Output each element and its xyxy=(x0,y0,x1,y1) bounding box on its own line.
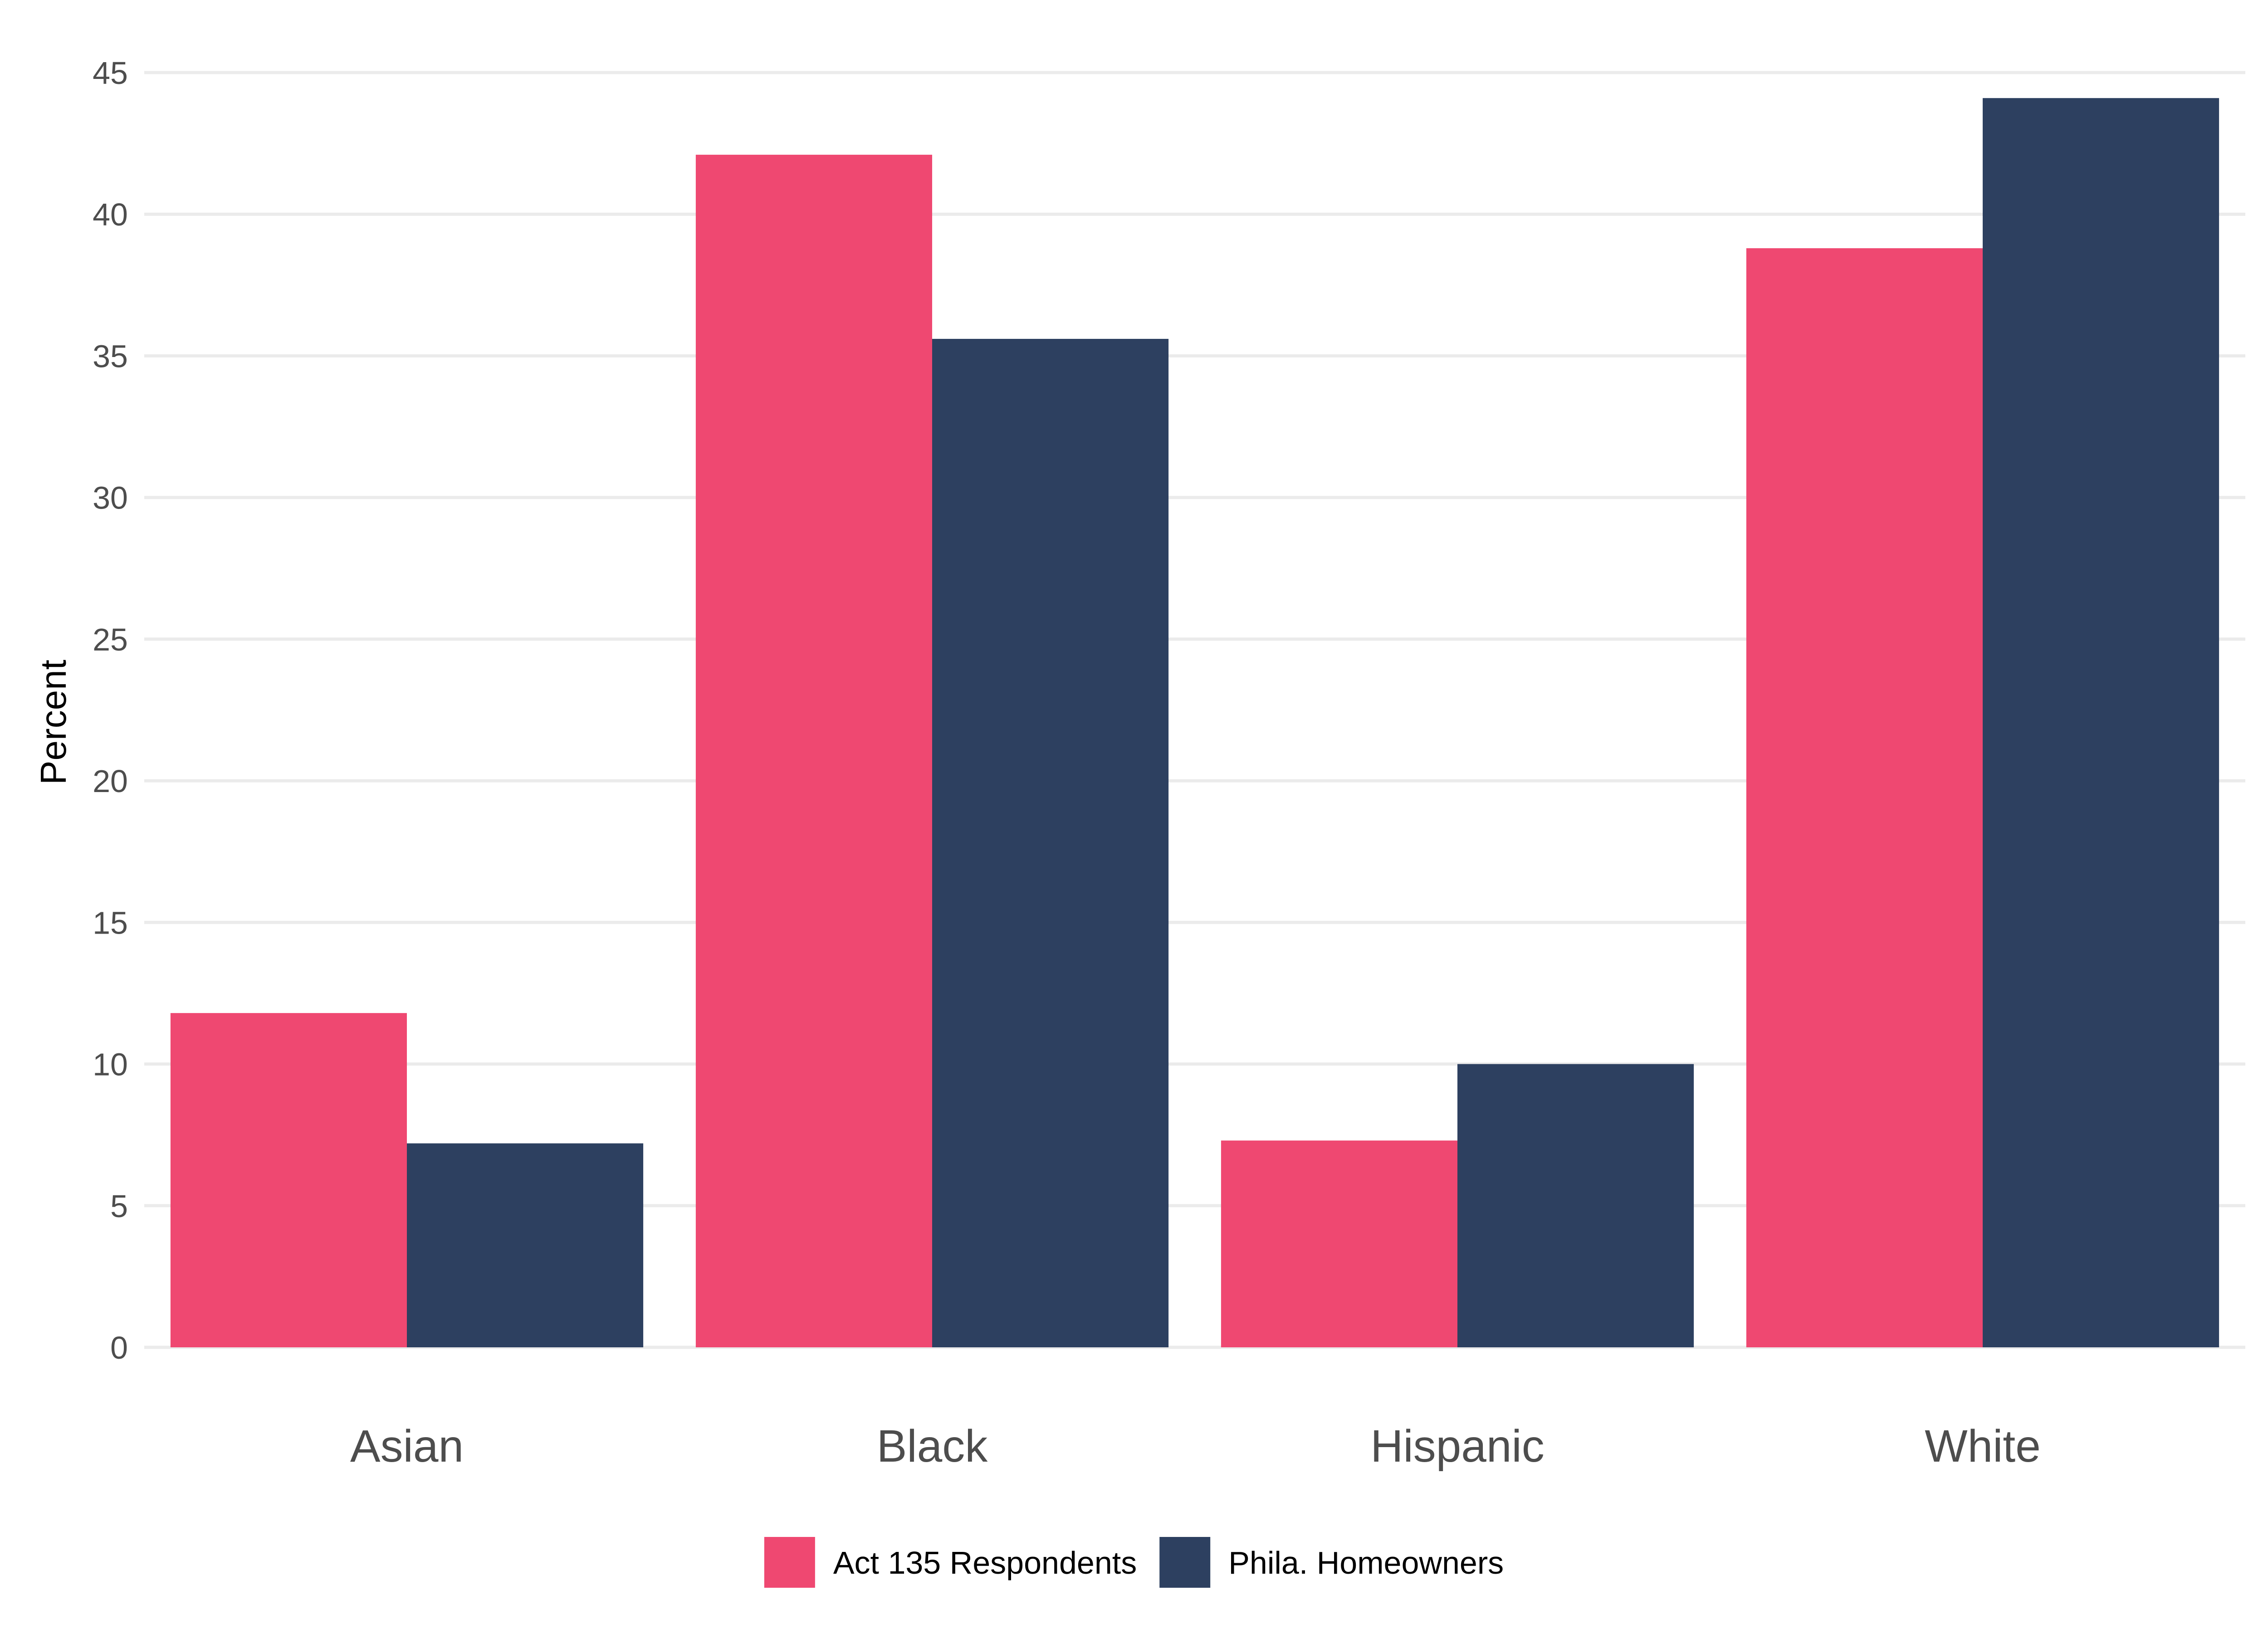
x-axis-ticks: Asian Black Hispanic White xyxy=(350,1421,2041,1472)
y-tick-label-20: 20 xyxy=(93,763,128,799)
bar-black-series-2 xyxy=(932,338,1169,1347)
x-tick-label-white: White xyxy=(1925,1421,2041,1472)
bars xyxy=(170,98,2219,1348)
y-tick-label-25: 25 xyxy=(93,622,128,657)
x-tick-label-black: Black xyxy=(877,1421,988,1472)
legend-label-series-2: Phila. Homeowners xyxy=(1228,1545,1504,1580)
y-tick-label-35: 35 xyxy=(93,338,128,374)
legend-label-series-1: Act 135 Respondents xyxy=(833,1545,1137,1580)
y-tick-label-10: 10 xyxy=(93,1047,128,1082)
bar-black-series-1 xyxy=(695,155,932,1348)
legend: Act 135 Respondents Phila. Homeowners xyxy=(764,1537,1504,1588)
y-tick-label-30: 30 xyxy=(93,480,128,516)
legend-key-series-1 xyxy=(764,1537,815,1588)
bar-white-series-2 xyxy=(1983,98,2219,1348)
y-tick-label-0: 0 xyxy=(110,1330,128,1365)
bar-hispanic-series-1 xyxy=(1221,1140,1457,1347)
bar-asian-series-2 xyxy=(407,1143,644,1347)
bar-hispanic-series-2 xyxy=(1457,1064,1694,1347)
x-tick-label-asian: Asian xyxy=(350,1421,464,1472)
y-tick-label-15: 15 xyxy=(93,905,128,940)
bar-white-series-1 xyxy=(1746,248,1983,1348)
y-tick-label-40: 40 xyxy=(93,197,128,232)
y-tick-label-5: 5 xyxy=(110,1189,128,1224)
x-tick-label-hispanic: Hispanic xyxy=(1370,1421,1545,1472)
y-axis-title: Percent xyxy=(33,660,73,785)
y-axis-ticks: 0 5 10 15 20 25 30 35 40 45 xyxy=(93,55,128,1365)
bar-asian-series-1 xyxy=(170,1013,407,1347)
legend-key-series-2 xyxy=(1159,1537,1211,1588)
y-tick-label-45: 45 xyxy=(93,55,128,91)
